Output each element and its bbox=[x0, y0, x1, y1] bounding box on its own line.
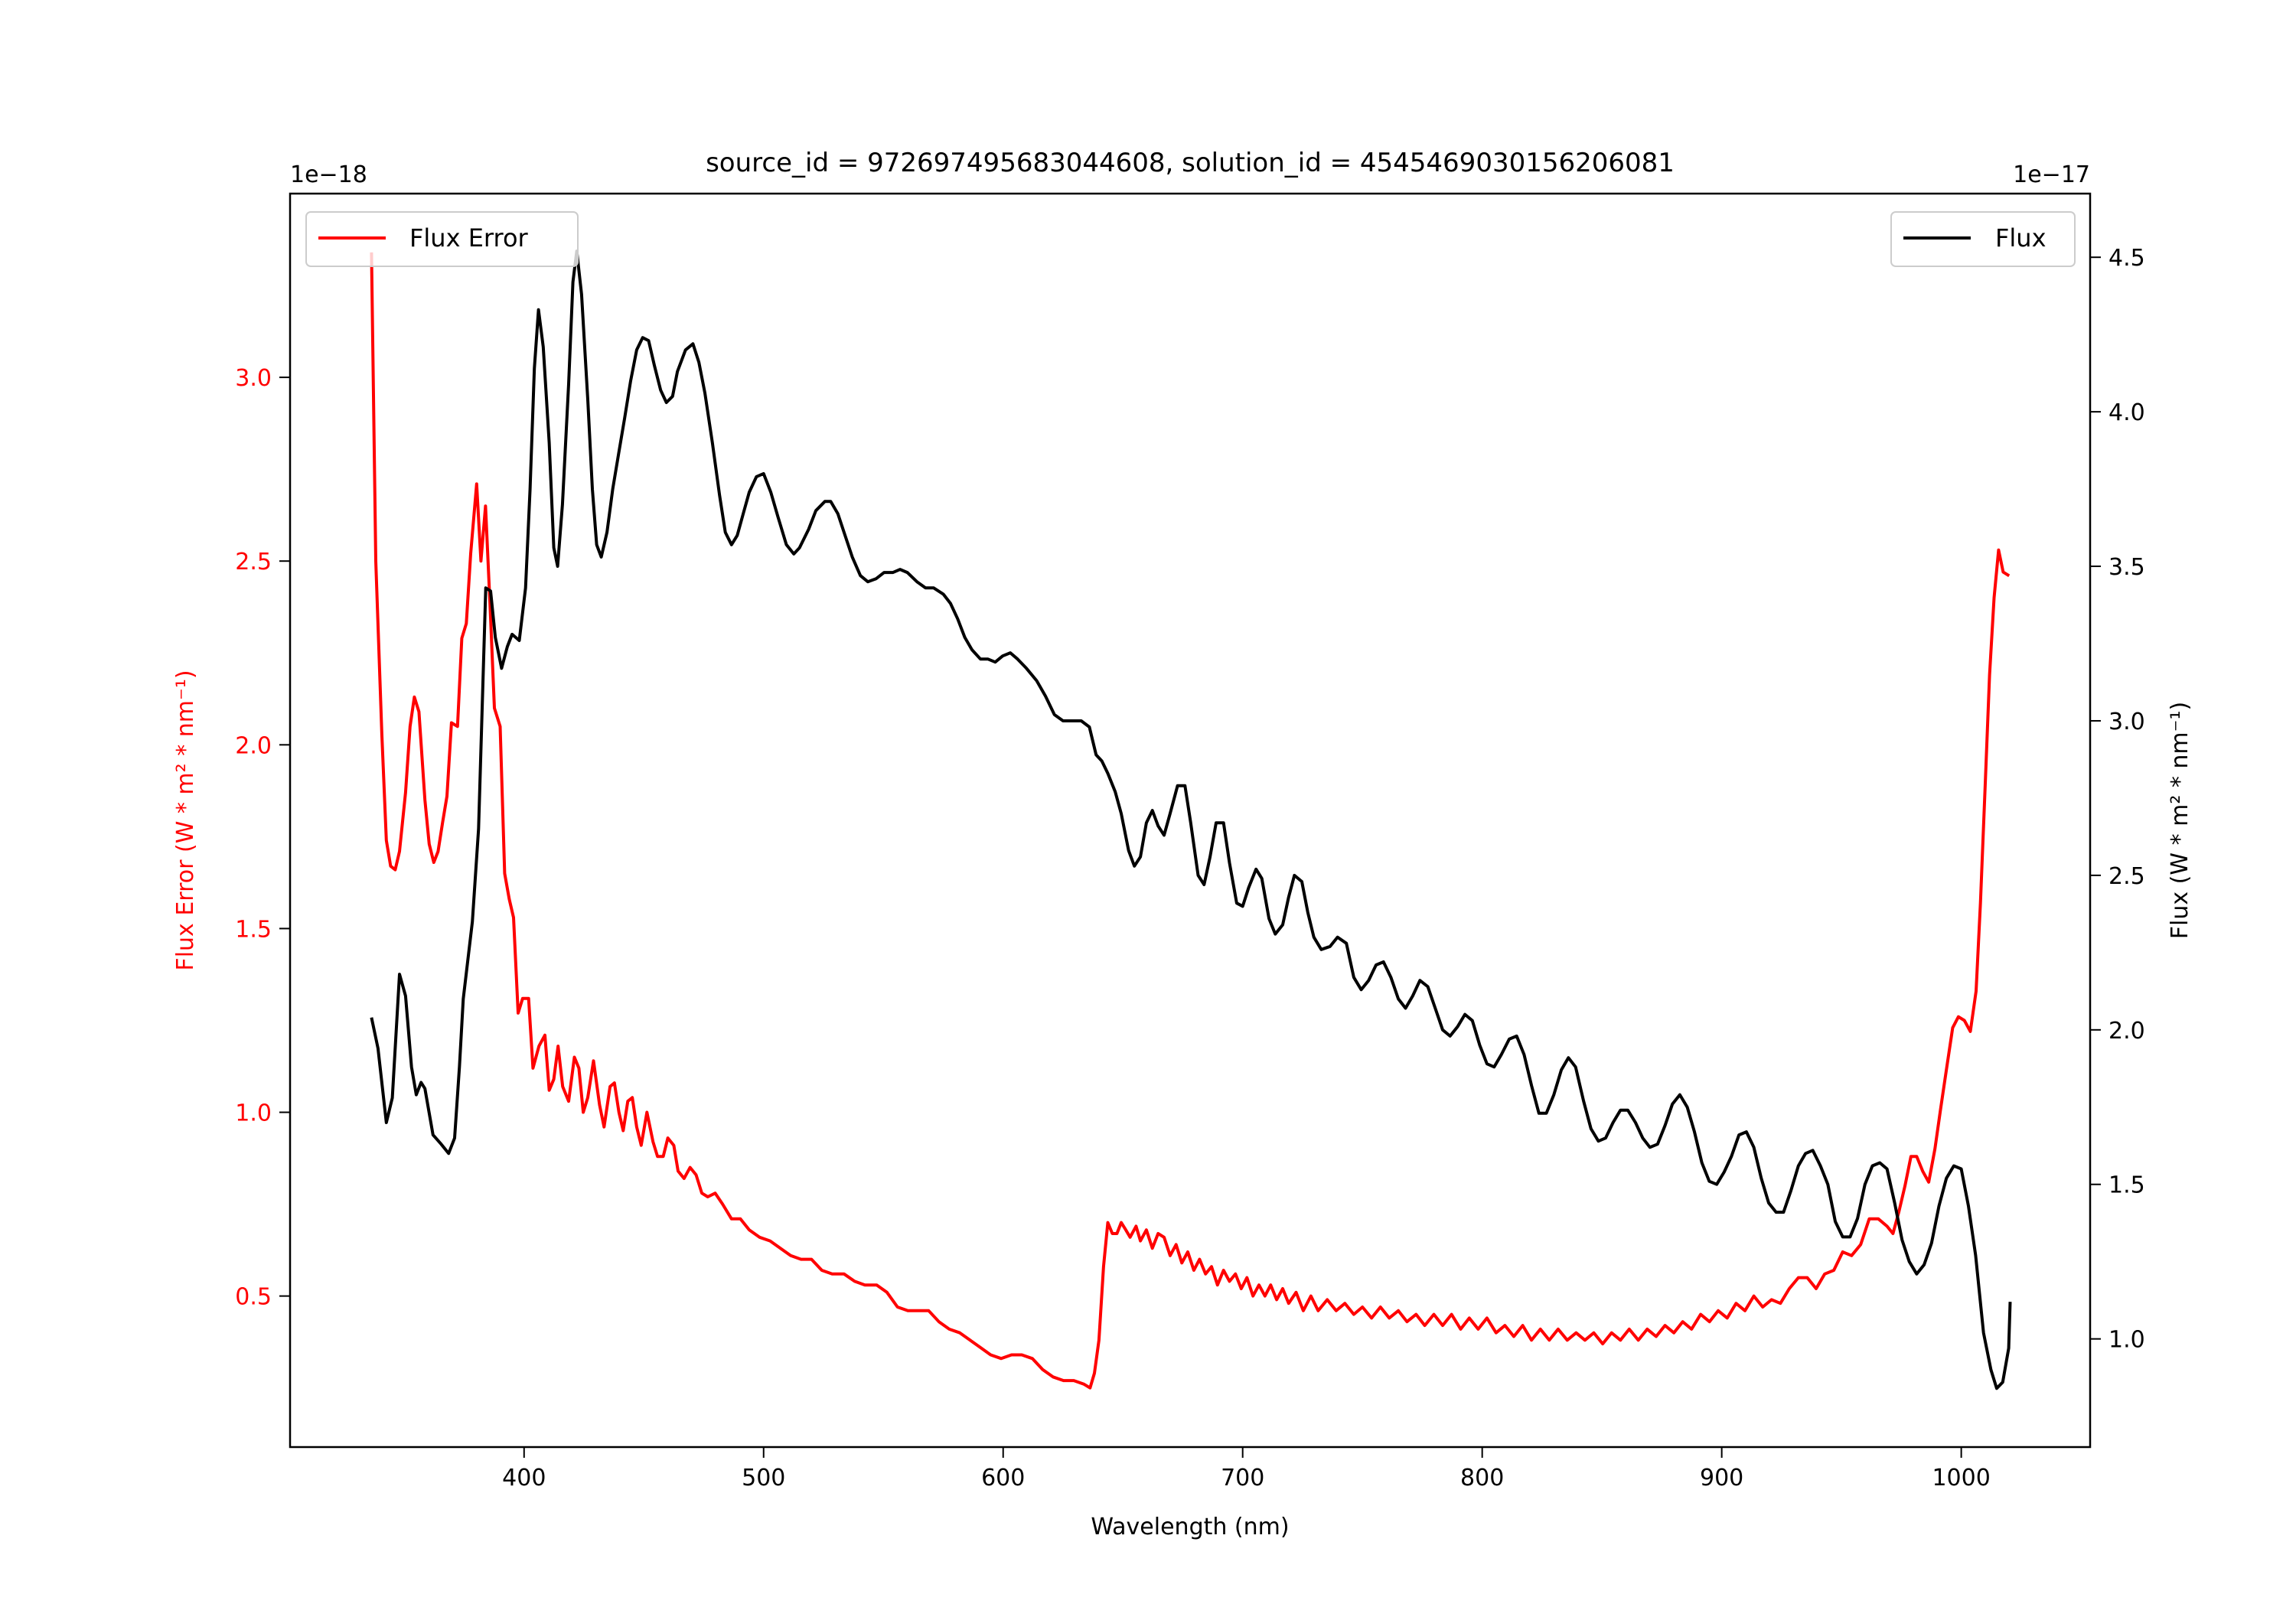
legend-flux-error: Flux Error bbox=[305, 211, 579, 267]
left-y-tick-label: 3.0 bbox=[235, 365, 272, 392]
legend-label-flux-error: Flux Error bbox=[409, 223, 529, 253]
left-y-tick-label: 2.5 bbox=[235, 549, 272, 575]
legend-box bbox=[305, 211, 579, 267]
left-y-tick-label: 1.0 bbox=[235, 1100, 272, 1127]
x-tick-label: 900 bbox=[1700, 1465, 1743, 1491]
x-tick-label: 1000 bbox=[1932, 1465, 1990, 1491]
x-tick-label: 500 bbox=[742, 1465, 785, 1491]
right-y-tick-label: 3.0 bbox=[2108, 709, 2145, 735]
x-tick-label: 700 bbox=[1221, 1465, 1264, 1491]
right-y-tick-label: 4.0 bbox=[2108, 399, 2145, 426]
plot-frame bbox=[289, 192, 2092, 1449]
right-y-tick-label: 1.5 bbox=[2108, 1172, 2145, 1199]
legend-flux: Flux bbox=[1890, 211, 2076, 267]
right-y-tick-label: 2.0 bbox=[2108, 1018, 2145, 1045]
series-line-flux-error bbox=[370, 252, 2011, 1390]
legend-label-flux: Flux bbox=[1995, 223, 2047, 253]
right-y-tick-label: 4.5 bbox=[2108, 245, 2145, 272]
right-offset-text: 1e−17 bbox=[2013, 161, 2090, 188]
right-y-tick-label: 1.0 bbox=[2108, 1327, 2145, 1354]
left-y-tick-label: 2.0 bbox=[235, 732, 272, 759]
left-y-tick-label: 0.5 bbox=[235, 1284, 272, 1311]
chart-title: source_id = 972697495683044608, solution… bbox=[706, 148, 1675, 178]
left-axis-label: Flux Error (W * m² * nm⁻¹) bbox=[172, 670, 199, 970]
x-tick-label: 600 bbox=[981, 1465, 1025, 1491]
right-y-tick-label: 3.5 bbox=[2108, 554, 2145, 581]
series-line-flux bbox=[370, 249, 2012, 1390]
legend-box bbox=[1890, 211, 2076, 267]
right-y-tick-label: 2.5 bbox=[2108, 863, 2145, 890]
x-axis-label: Wavelength (nm) bbox=[1091, 1514, 1289, 1540]
x-tick-label: 800 bbox=[1460, 1465, 1504, 1491]
right-axis-label: Flux (W * m² * nm⁻¹) bbox=[2167, 702, 2193, 939]
x-tick-label: 400 bbox=[502, 1465, 546, 1491]
left-offset-text: 1e−18 bbox=[290, 161, 367, 188]
left-y-tick-label: 1.5 bbox=[235, 916, 272, 943]
